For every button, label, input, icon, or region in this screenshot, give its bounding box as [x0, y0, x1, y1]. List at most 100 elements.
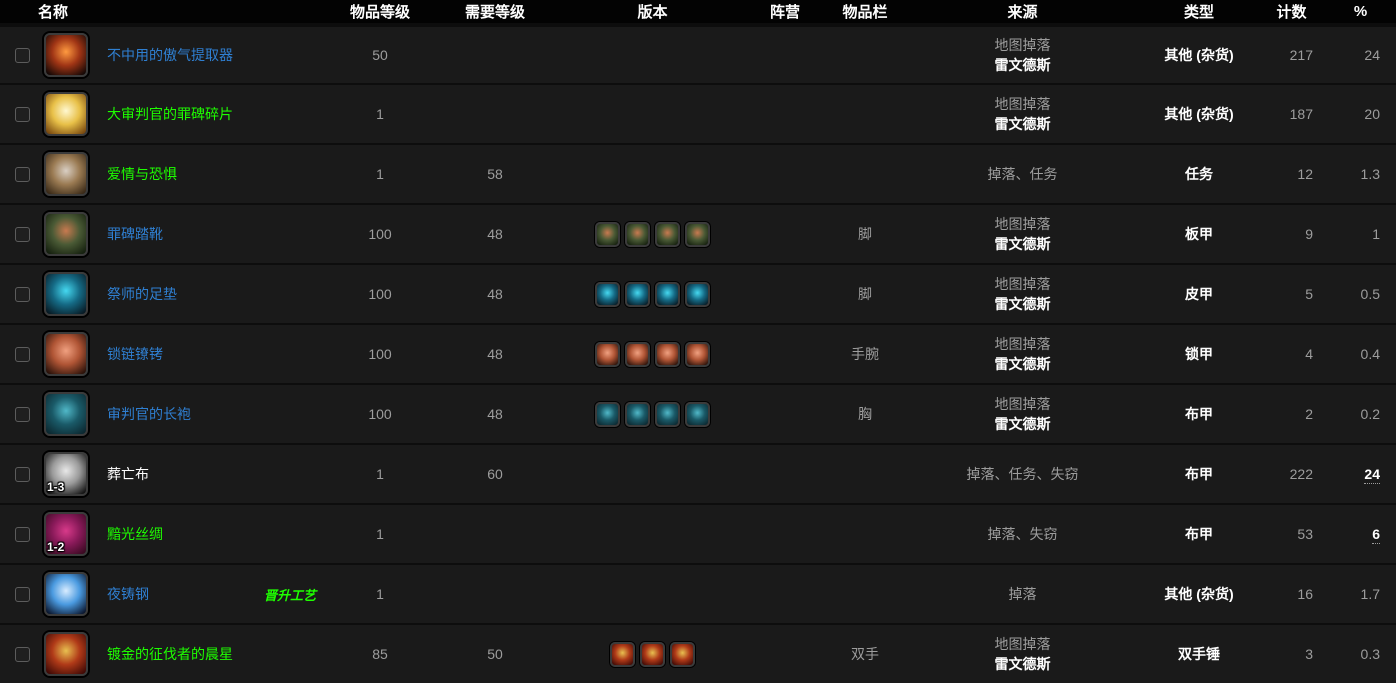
item-level-cell: 85	[372, 646, 388, 662]
item-icon[interactable]	[44, 632, 88, 676]
version-icon[interactable]	[625, 401, 650, 427]
type-cell: 布甲	[1185, 466, 1213, 482]
column-header-slot[interactable]: 物品栏	[842, 4, 888, 21]
row-select-checkbox[interactable]	[14, 286, 30, 302]
version-icon[interactable]	[685, 221, 710, 247]
checkbox-cell	[0, 166, 44, 182]
source-cell: 地图掉落 雷文德斯	[905, 334, 1140, 374]
row-select-checkbox[interactable]	[14, 586, 30, 602]
version-icon[interactable]	[685, 341, 710, 367]
source-cell: 掉落、失窃	[905, 524, 1140, 544]
version-icon[interactable]	[685, 281, 710, 307]
slot-cell: 手腕	[851, 346, 879, 362]
item-icon[interactable]	[44, 332, 88, 376]
row-select-checkbox[interactable]	[14, 406, 30, 422]
table-row: 不中用的傲气提取器 50 地图掉落 雷文德斯 其他 (杂货) 217 24	[0, 23, 1396, 83]
row-select-checkbox[interactable]	[14, 526, 30, 542]
table-row: 1-3 葬亡布 1 60 掉落、任务、失窃 布甲 222 24	[0, 443, 1396, 503]
column-header-item-level[interactable]: 物品等级	[349, 4, 410, 21]
type-cell: 其他 (杂货)	[1164, 586, 1234, 602]
count-cell: 5	[1305, 286, 1313, 302]
version-icon[interactable]	[655, 401, 680, 427]
source-line: 雷文德斯	[994, 116, 1051, 132]
version-icon[interactable]	[625, 281, 650, 307]
item-icon[interactable]: 1-3	[44, 452, 88, 496]
column-header-req-level[interactable]: 需要等级	[464, 4, 525, 21]
version-icon[interactable]	[655, 221, 680, 247]
row-select-checkbox[interactable]	[14, 47, 30, 63]
column-header-faction[interactable]: 阵营	[769, 4, 800, 21]
type-cell: 布甲	[1185, 526, 1213, 542]
pct-cell: 24	[1325, 47, 1396, 63]
version-icon[interactable]	[640, 641, 665, 667]
version-icon[interactable]	[595, 281, 620, 307]
version-icon[interactable]	[685, 401, 710, 427]
row-select-checkbox[interactable]	[14, 166, 30, 182]
item-level-cell: 1	[376, 466, 384, 482]
item-icon[interactable]: 1-2	[44, 512, 88, 556]
version-icon[interactable]	[655, 281, 680, 307]
version-icon[interactable]	[610, 641, 635, 667]
version-icon[interactable]	[625, 221, 650, 247]
source-cell: 地图掉落 雷文德斯	[905, 94, 1140, 134]
source-line: 掉落、任务、失窃	[966, 466, 1079, 482]
item-name-link[interactable]: 爱情与恐惧	[107, 166, 177, 182]
icon-cell	[44, 33, 100, 77]
version-icon[interactable]	[595, 221, 620, 247]
item-icon[interactable]	[44, 152, 88, 196]
source-cell: 地图掉落 雷文德斯	[905, 274, 1140, 314]
source-cell: 地图掉落 雷文德斯	[905, 394, 1140, 434]
version-icon[interactable]	[655, 341, 680, 367]
version-icon[interactable]	[595, 401, 620, 427]
source-line: 掉落、失窃	[987, 526, 1058, 542]
pct-value: 0.5	[1360, 286, 1380, 302]
table-row: 锁链镣铐 100 48 手腕 地图掉落 雷文德斯 锁甲 4 0.4	[0, 323, 1396, 383]
item-name-link[interactable]: 黯光丝绸	[107, 526, 163, 542]
item-icon[interactable]	[44, 272, 88, 316]
item-name-link[interactable]: 镀金的征伐者的晨星	[107, 646, 233, 662]
version-icon[interactable]	[670, 641, 695, 667]
item-icon[interactable]	[44, 212, 88, 256]
item-name-link[interactable]: 夜铸钢	[107, 586, 149, 602]
item-name-link[interactable]: 罪碑踏靴	[107, 226, 163, 242]
item-name-link[interactable]: 不中用的傲气提取器	[107, 47, 233, 63]
item-level-cell: 100	[368, 346, 392, 362]
source-cell: 地图掉落 雷文德斯	[905, 634, 1140, 674]
item-icon[interactable]	[44, 92, 88, 136]
icon-cell	[44, 212, 100, 256]
version-icon[interactable]	[625, 341, 650, 367]
row-select-checkbox[interactable]	[14, 646, 30, 662]
item-name-link[interactable]: 审判官的长袍	[107, 406, 191, 422]
version-icon[interactable]	[595, 341, 620, 367]
item-name-link[interactable]: 葬亡布	[107, 466, 149, 482]
slot-cell: 脚	[858, 286, 872, 302]
count-cell: 222	[1289, 466, 1313, 482]
count-cell: 9	[1305, 226, 1313, 242]
crafting-tag-label[interactable]: 晋升工艺	[263, 587, 316, 603]
column-header-count[interactable]: 计数	[1276, 4, 1307, 21]
checkbox-cell	[0, 526, 44, 542]
item-name-link[interactable]: 锁链镣铐	[107, 346, 163, 362]
row-select-checkbox[interactable]	[14, 466, 30, 482]
source-line: 掉落	[1008, 586, 1037, 602]
item-name-link[interactable]: 大审判官的罪碑碎片	[107, 106, 233, 122]
item-name-link[interactable]: 祭师的足垫	[107, 286, 177, 302]
row-select-checkbox[interactable]	[14, 106, 30, 122]
pct-value: 1.7	[1360, 586, 1380, 602]
name-cell: 罪碑踏靴	[100, 224, 330, 244]
column-header-source[interactable]: 来源	[1007, 4, 1038, 21]
item-icon[interactable]	[44, 392, 88, 436]
row-select-checkbox[interactable]	[14, 346, 30, 362]
row-select-checkbox[interactable]	[14, 226, 30, 242]
count-cell: 3	[1305, 646, 1313, 662]
column-header-pct[interactable]: %	[1353, 3, 1368, 20]
table-row: 爱情与恐惧 1 58 掉落、任务 任务 12 1.3	[0, 143, 1396, 203]
column-header-name[interactable]: 名称	[38, 4, 69, 21]
item-icon[interactable]	[44, 33, 88, 77]
pct-value: 0.4	[1360, 346, 1380, 362]
item-level-cell: 100	[368, 406, 392, 422]
column-header-version[interactable]: 版本	[637, 4, 668, 21]
source-line: 雷文德斯	[994, 416, 1051, 432]
column-header-type[interactable]: 类型	[1183, 4, 1214, 21]
item-icon[interactable]	[44, 572, 88, 616]
